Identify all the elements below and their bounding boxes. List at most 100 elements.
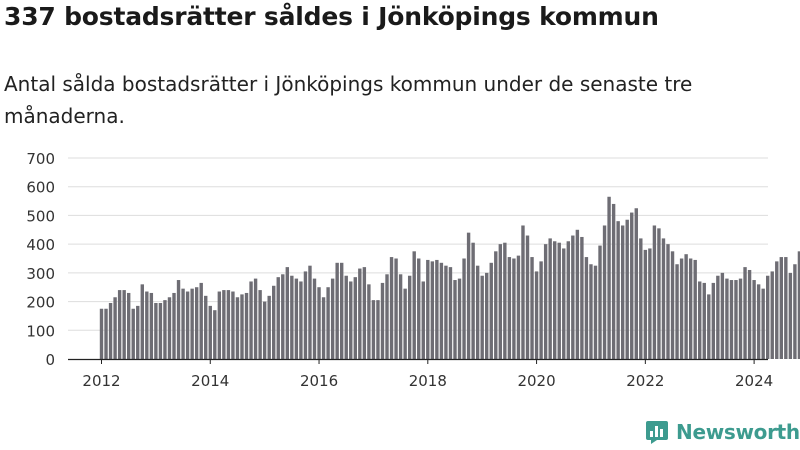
bar <box>720 272 725 359</box>
y-tick-label: 500 <box>26 207 55 225</box>
bar <box>448 267 453 359</box>
x-tick-label: 2018 <box>409 372 447 390</box>
bar <box>738 278 743 359</box>
bar <box>702 282 706 359</box>
bar <box>117 290 122 359</box>
bar <box>294 278 299 359</box>
bar <box>262 301 267 359</box>
bar <box>725 278 729 359</box>
bar <box>788 272 793 359</box>
bar <box>122 290 126 359</box>
bar <box>756 284 761 359</box>
bar <box>512 258 516 359</box>
y-tick-label: 100 <box>26 322 55 340</box>
bar <box>190 288 194 359</box>
bar <box>344 275 348 359</box>
y-tick-label: 300 <box>26 265 55 283</box>
bar <box>575 229 580 359</box>
bar <box>389 257 394 359</box>
bar <box>208 305 212 359</box>
bar <box>145 291 149 359</box>
bar <box>231 291 235 359</box>
bar <box>639 238 643 359</box>
bar <box>276 277 280 359</box>
bar <box>108 303 113 359</box>
bar <box>131 308 135 359</box>
bar <box>154 303 158 359</box>
bar <box>235 297 240 359</box>
bar <box>453 280 457 359</box>
bar <box>761 288 765 359</box>
bar <box>163 300 167 359</box>
bar <box>462 258 466 359</box>
bar <box>589 264 593 359</box>
bar <box>439 262 444 359</box>
bar <box>616 221 620 359</box>
bar <box>99 308 104 359</box>
bar <box>457 278 462 359</box>
bar <box>516 255 521 359</box>
y-tick-label: 700 <box>26 150 55 168</box>
bar <box>643 249 648 359</box>
bar <box>716 275 720 359</box>
bar <box>471 242 475 359</box>
bar <box>136 305 140 359</box>
bar <box>734 280 738 359</box>
bar <box>217 291 222 359</box>
chart-title: 337 bostadsrätter såldes i Jönköpings ko… <box>4 2 659 31</box>
bar <box>444 265 448 359</box>
bar <box>426 259 430 359</box>
bar <box>571 235 575 359</box>
bar <box>335 262 339 359</box>
bar <box>584 257 589 359</box>
bar <box>530 257 534 359</box>
bar <box>675 264 679 359</box>
bar <box>766 275 770 359</box>
bar <box>204 295 208 359</box>
y-tick-label: 600 <box>26 179 55 197</box>
bar <box>498 244 503 359</box>
x-tick-label: 2020 <box>517 372 555 390</box>
bar <box>290 275 294 359</box>
x-tick-label: 2024 <box>735 372 773 390</box>
chart-subtitle: Antal sålda bostadsrätter i Jönköpings k… <box>4 72 693 128</box>
bar <box>321 297 326 359</box>
bar <box>562 248 566 359</box>
x-tick-label: 2016 <box>300 372 338 390</box>
bar <box>598 245 602 359</box>
bar <box>244 292 249 359</box>
bar <box>385 274 389 359</box>
bar <box>698 281 702 359</box>
bar <box>557 242 561 359</box>
bar <box>580 236 584 359</box>
bar-chart: 0 100 200 300 400 500 600 700 2012 2014 2016 2018 20… <box>26 150 800 390</box>
bar <box>358 268 362 359</box>
bar <box>421 281 425 359</box>
bar <box>398 274 403 359</box>
bar <box>308 265 312 359</box>
bar <box>403 288 407 359</box>
bar <box>793 264 797 359</box>
bar <box>684 254 688 359</box>
brand-logo[interactable]: Newsworthy <box>645 420 800 444</box>
bar <box>362 267 367 359</box>
bar <box>281 274 285 359</box>
bar <box>317 287 321 359</box>
bar <box>185 291 190 359</box>
bar <box>394 258 398 359</box>
bar <box>521 225 525 359</box>
bar <box>485 272 489 359</box>
bar <box>330 278 335 359</box>
bar <box>607 196 611 359</box>
bar <box>711 282 716 359</box>
bar <box>611 203 616 359</box>
bar <box>648 248 652 359</box>
bar <box>285 267 290 359</box>
bar <box>534 271 539 359</box>
bar <box>797 251 800 359</box>
bar <box>707 294 711 359</box>
bar <box>249 281 253 359</box>
bar <box>747 269 752 359</box>
bar <box>775 261 779 359</box>
bar <box>770 271 774 359</box>
